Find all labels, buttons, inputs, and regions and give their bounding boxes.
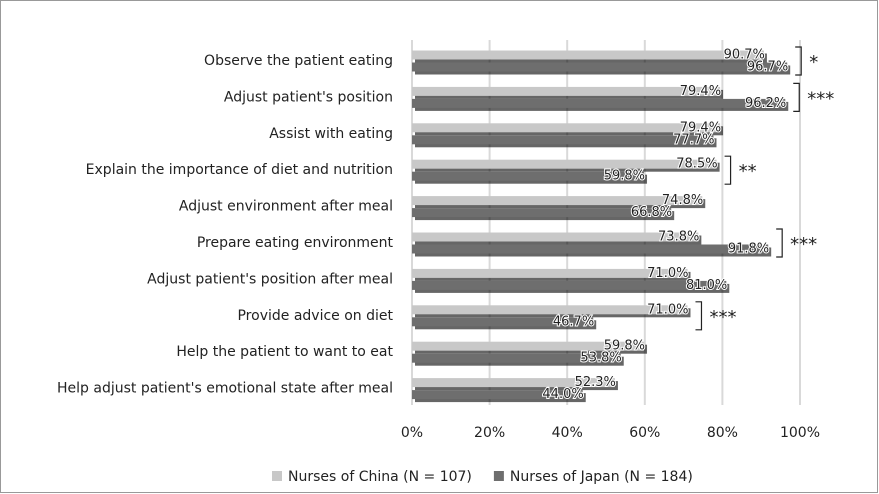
value-label: 46.7% [553, 314, 594, 329]
bar [412, 196, 703, 206]
x-tick-label: 80% [707, 425, 738, 441]
bar [412, 123, 721, 133]
category-label: Explain the importance of diet and nutri… [86, 162, 393, 178]
bar [412, 341, 645, 351]
value-label: 78.5% [676, 157, 717, 172]
value-label: 96.2% [745, 96, 786, 111]
value-label: 81.0% [686, 278, 727, 293]
category-label: Adjust environment after meal [179, 199, 393, 215]
significance-label: *** [709, 307, 736, 328]
value-label: 59.8% [604, 339, 645, 354]
significance-bracket [695, 301, 703, 331]
value-label: 91.8% [728, 242, 769, 257]
bar [412, 232, 699, 242]
bar [412, 353, 621, 363]
value-label: 66.8% [631, 205, 672, 220]
significance-bracket [793, 82, 800, 112]
category-label: Provide advice on diet [237, 308, 393, 324]
category-label: Prepare eating environment [197, 235, 394, 251]
x-tick-label: 40% [552, 425, 583, 441]
bar [412, 98, 786, 108]
value-label: 96.7% [747, 60, 788, 75]
bar [412, 135, 714, 145]
category-label: Help the patient to want to eat [176, 344, 393, 360]
bar [412, 171, 645, 181]
bar [412, 86, 721, 96]
value-label: 52.3% [575, 375, 616, 390]
value-label: 79.4% [680, 120, 721, 135]
legend-label: Nurses of China (N = 107) [288, 469, 472, 485]
bar [412, 159, 717, 169]
significance-label: * [809, 52, 818, 73]
bar [412, 62, 788, 72]
bar [412, 305, 688, 315]
value-label: 90.7% [724, 48, 765, 63]
category-label: Adjust patient's position [224, 89, 393, 105]
bar [412, 317, 594, 327]
value-label: 71.0% [647, 302, 688, 317]
value-label: 73.8% [658, 230, 699, 245]
value-label: 53.8% [580, 351, 621, 366]
significance-label: *** [807, 88, 834, 109]
bar [412, 50, 764, 60]
significance-label: ** [739, 161, 757, 182]
bar [412, 244, 769, 254]
value-label: 71.0% [647, 266, 688, 281]
x-tick-label: 20% [474, 425, 505, 441]
value-label: 59.8% [604, 169, 645, 184]
legend-label: Nurses of Japan (N = 184) [510, 469, 693, 485]
significance-label: *** [790, 234, 817, 255]
bar [412, 280, 727, 290]
bar [412, 378, 615, 388]
legend-swatch [493, 471, 504, 481]
category-label: Assist with eating [269, 126, 393, 142]
significance-bracket [776, 228, 783, 258]
value-label: 44.0% [542, 387, 583, 402]
category-label: Adjust patient's position after meal [147, 271, 393, 287]
value-label: 74.8% [662, 193, 703, 208]
x-tick-label: 0% [401, 425, 423, 441]
significance-bracket [795, 46, 802, 76]
bar [412, 390, 583, 400]
bar [412, 208, 672, 218]
legend-swatch [272, 471, 282, 481]
significance-bracket [724, 155, 732, 185]
x-tick-label: 100% [780, 425, 820, 441]
category-label: Observe the patient eating [204, 53, 393, 69]
bar [412, 268, 688, 278]
category-label: Help adjust patient's emotional state af… [57, 381, 393, 397]
value-label: 77.7% [673, 132, 714, 147]
x-tick-label: 60% [629, 425, 660, 441]
value-label: 79.4% [680, 84, 721, 99]
